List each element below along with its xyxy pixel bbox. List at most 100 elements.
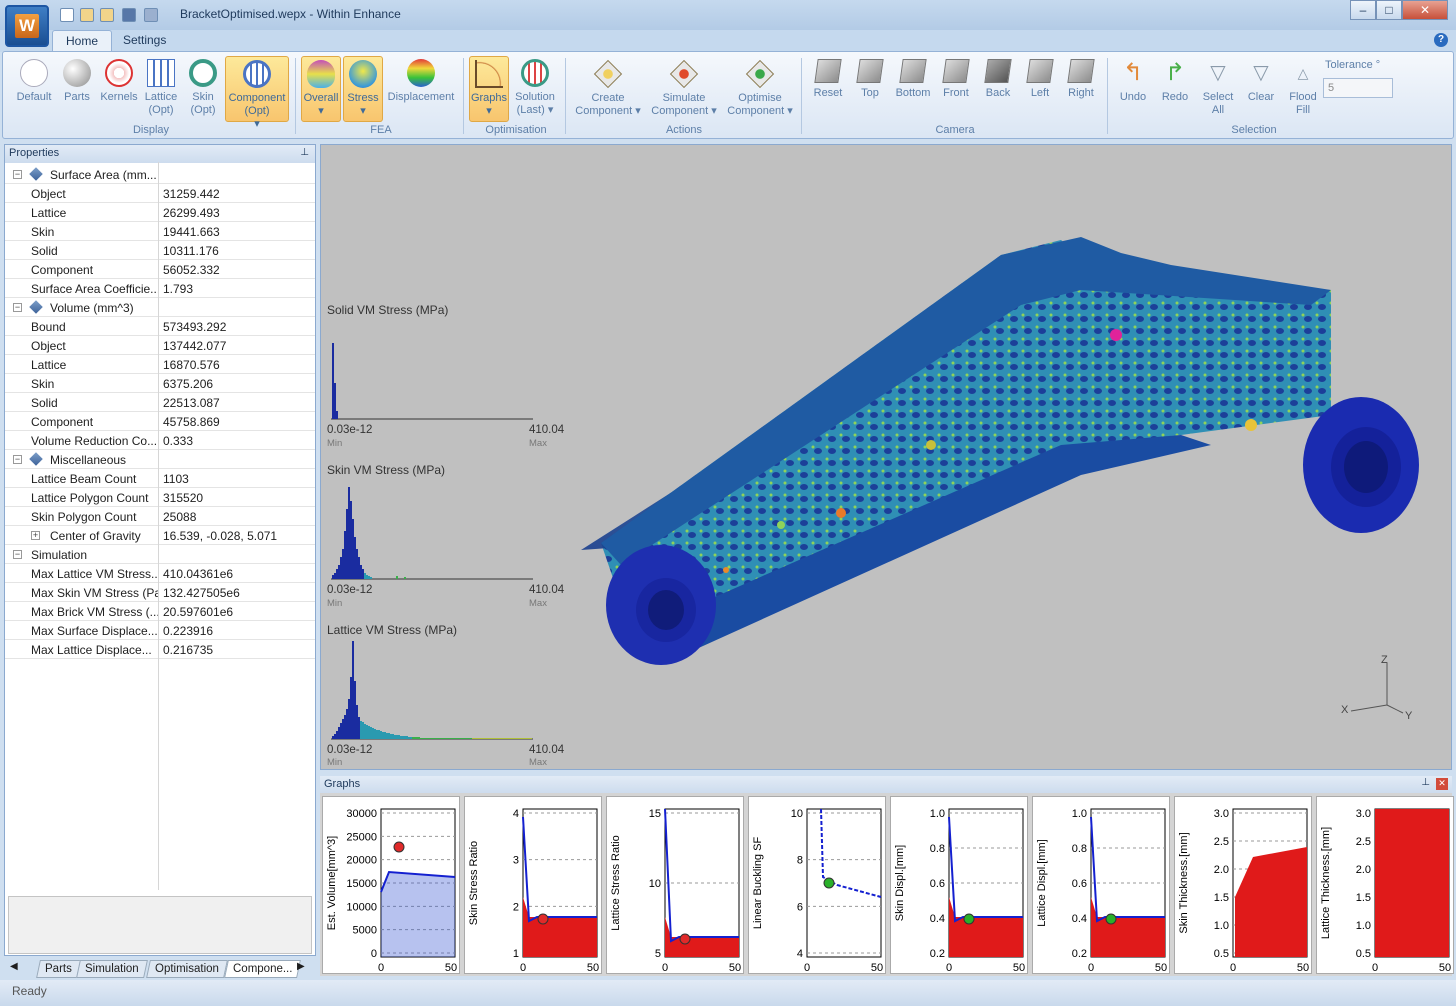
- kernels-button[interactable]: Kernels: [97, 56, 141, 104]
- create-component-button[interactable]: Create Component ▾: [571, 56, 645, 118]
- tab-scroll-left-icon[interactable]: ◀: [10, 961, 18, 972]
- redo-button[interactable]: ↱ Redo: [1155, 56, 1195, 104]
- property-row[interactable]: Component 45758.869: [5, 412, 315, 431]
- property-row[interactable]: Lattice Beam Count 1103: [5, 469, 315, 488]
- property-row[interactable]: Lattice 26299.493: [5, 203, 315, 222]
- tab-parts[interactable]: Parts: [36, 960, 81, 978]
- pin-icon[interactable]: ⊥: [300, 147, 309, 158]
- solution-last-button[interactable]: Solution (Last) ▾: [511, 56, 559, 117]
- property-category[interactable]: − Volume (mm^3): [5, 298, 315, 317]
- property-category[interactable]: − Simulation: [5, 545, 315, 564]
- property-row[interactable]: Skin 6375.206: [5, 374, 315, 393]
- property-row[interactable]: Skin 19441.663: [5, 222, 315, 241]
- graph-panel[interactable]: 3.0 2.5 2.0 1.5 1.0 0.5 0 50 Skin Thickness.[mm]: [1174, 796, 1312, 974]
- camera-bottom-button[interactable]: Bottom: [891, 56, 935, 100]
- status-bar: Ready: [0, 980, 1456, 1006]
- displacement-icon: [407, 59, 435, 87]
- tab-scroll-right-icon[interactable]: ▶: [297, 961, 305, 972]
- graph-panel[interactable]: 1.0 0.8 0.6 0.4 0.2 0 50 Lattice Displ.[mm]: [1032, 796, 1170, 974]
- property-row[interactable]: Skin Polygon Count 25088: [5, 507, 315, 526]
- graph-panel[interactable]: 30000 25000 20000 15000 10000 5000 0 0 50 Est. Vo…: [322, 796, 460, 974]
- skin-opt-button[interactable]: Skin (Opt): [183, 56, 223, 117]
- stress-button[interactable]: Stress ▾: [343, 56, 383, 122]
- collapse-icon[interactable]: −: [13, 169, 22, 179]
- optimise-component-button[interactable]: Optimise Component ▾: [723, 56, 797, 118]
- y-tick-label: 10000: [346, 901, 377, 913]
- minimize-button[interactable]: –: [1350, 0, 1376, 20]
- property-category[interactable]: − Surface Area (mm...: [5, 165, 315, 184]
- group-label-fea: FEA: [370, 124, 392, 136]
- new-file-icon[interactable]: [60, 8, 74, 22]
- graph-chart: 4 3 2 10 50 Skin Stress Ratio: [468, 808, 599, 974]
- tab-component[interactable]: Compone...: [224, 960, 302, 978]
- camera-front-button[interactable]: Front: [937, 56, 975, 100]
- close-icon[interactable]: ✕: [1436, 778, 1448, 790]
- property-row[interactable]: Lattice 16870.576: [5, 355, 315, 374]
- property-row[interactable]: Max Surface Displace... 0.223916: [5, 621, 315, 640]
- 3d-viewport[interactable]: Z X Y Solid VM Stress (MPa) 0.03e-12 410…: [320, 144, 1452, 770]
- graph-panel[interactable]: 3.0 2.5 2.0 1.5 1.0 0.5 0 50 Lattice Thickness.[…: [1316, 796, 1454, 974]
- graph-panel[interactable]: 1.0 0.8 0.6 0.4 0.2 0 50 Skin Displ.[mm]: [890, 796, 1028, 974]
- collapse-icon[interactable]: −: [13, 302, 22, 312]
- camera-right-button[interactable]: Right: [1061, 56, 1101, 100]
- collapse-icon[interactable]: −: [13, 549, 22, 559]
- property-row[interactable]: Solid 22513.087: [5, 393, 315, 412]
- component-opt-button[interactable]: Component (Opt) ▾: [225, 56, 289, 130]
- histogram-bar: [526, 738, 528, 739]
- property-row[interactable]: Solid 10311.176: [5, 241, 315, 260]
- expand-icon[interactable]: +: [31, 530, 40, 540]
- graph-panel[interactable]: 10 8 6 4 0 50 Linear Buckling SF: [748, 796, 886, 974]
- property-row[interactable]: + Center of Gravity 16.539, -0.028, 5.071: [5, 526, 315, 545]
- tab-simulation[interactable]: Simulation: [76, 960, 148, 978]
- property-row[interactable]: Max Lattice Displace... 0.216735: [5, 640, 315, 659]
- y-tick-label: 15: [649, 808, 661, 820]
- property-row[interactable]: Volume Reduction Co... 0.333: [5, 431, 315, 450]
- save-as-icon[interactable]: [144, 8, 158, 22]
- bracket-model-render[interactable]: Z X Y: [321, 145, 1452, 770]
- graph-panel[interactable]: 15 10 5 0 50 Lattice Stress Ratio: [606, 796, 744, 974]
- displacement-button[interactable]: Displacement: [385, 56, 457, 104]
- property-row[interactable]: Bound 573493.292: [5, 317, 315, 336]
- graphs-button[interactable]: Graphs ▾: [469, 56, 509, 122]
- open-recent-icon[interactable]: [100, 8, 114, 22]
- property-row[interactable]: Max Brick VM Stress (... 20.597601e6: [5, 602, 315, 621]
- tolerance-spinner[interactable]: 5: [1323, 78, 1393, 98]
- property-row[interactable]: Max Skin VM Stress (Pa) 132.427505e6: [5, 583, 315, 602]
- graph-chart: 3.0 2.5 2.0 1.5 1.0 0.50 50 Lattice Thickness.[…: [1320, 808, 1451, 974]
- property-row[interactable]: Lattice Polygon Count 315520: [5, 488, 315, 507]
- camera-reset-button[interactable]: Reset: [809, 56, 847, 100]
- close-button[interactable]: ✕: [1402, 0, 1448, 20]
- clear-button[interactable]: ▽ Clear: [1241, 56, 1281, 104]
- lattice-opt-button[interactable]: Lattice (Opt): [141, 56, 181, 117]
- select-all-button[interactable]: ▽ Select All: [1197, 56, 1239, 117]
- simulate-component-button[interactable]: Simulate Component ▾: [647, 56, 721, 118]
- tab-optimisation[interactable]: Optimisation: [146, 960, 228, 978]
- property-row[interactable]: Object 31259.442: [5, 184, 315, 203]
- histogram-min: 0.03e-12: [327, 584, 373, 596]
- flood-fill-button[interactable]: △ Flood Fill: [1283, 56, 1323, 117]
- histogram-max-label: Max: [529, 438, 547, 449]
- overall-button[interactable]: Overall ▾: [301, 56, 341, 122]
- tab-settings[interactable]: Settings: [123, 33, 167, 47]
- open-folder-icon[interactable]: [80, 8, 94, 22]
- camera-back-button[interactable]: Back: [979, 56, 1017, 100]
- pin-icon[interactable]: ⊥: [1421, 777, 1430, 788]
- property-row[interactable]: Component 56052.332: [5, 260, 315, 279]
- application-menu-button[interactable]: W: [5, 5, 49, 47]
- tab-home[interactable]: Home: [52, 30, 113, 52]
- maximize-button[interactable]: □: [1376, 0, 1402, 20]
- property-row[interactable]: Max Lattice VM Stress... 410.04361e6: [5, 564, 315, 583]
- camera-top-button[interactable]: Top: [851, 56, 889, 100]
- undo-button[interactable]: ↰ Undo: [1113, 56, 1153, 104]
- help-icon[interactable]: ?: [1434, 33, 1448, 47]
- property-row[interactable]: Surface Area Coefficie... 1.793: [5, 279, 315, 298]
- property-row[interactable]: Object 137442.077: [5, 336, 315, 355]
- property-category[interactable]: − Miscellaneous: [5, 450, 315, 469]
- histogram-bar: [396, 576, 398, 579]
- save-icon[interactable]: [122, 8, 136, 22]
- collapse-icon[interactable]: −: [13, 454, 22, 464]
- parts-button[interactable]: Parts: [59, 56, 95, 104]
- graph-panel[interactable]: 4 3 2 1 0 50 Skin Stress Ratio: [464, 796, 602, 974]
- camera-left-button[interactable]: Left: [1021, 56, 1059, 100]
- default-button[interactable]: Default: [11, 56, 57, 104]
